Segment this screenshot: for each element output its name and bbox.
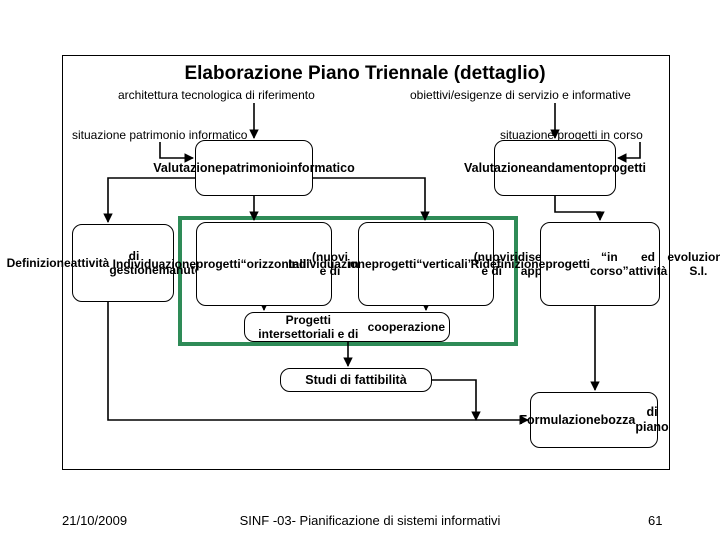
node-line: informatico [287,161,355,176]
node-line: bozza [601,413,636,428]
node-line: Valutazione [464,161,533,176]
node-line: Individuazione [288,257,371,271]
node-line: Progetti intersettoriali e di [249,313,368,342]
diagram-title: Elaborazione Piano Triennale (dettaglio) [165,63,565,85]
node-valutazione-andamento: Valutazioneandamentoprogetti [494,140,616,196]
node-line: evoluzione S.I. [667,250,720,279]
node-line: patrimonio [222,161,287,176]
node-line: progetti [599,161,646,176]
node-line: Formulazione [519,413,600,428]
subtitle-right: obiettivi/esigenze di servizio e informa… [410,88,631,102]
node-valutazione-patrimonio: Valutazionepatrimonioinformatico [195,140,313,196]
node-line: ed attività [629,250,668,279]
footer-page: 61 [648,513,662,528]
node-line: Studi di fattibilità [305,373,406,388]
footer-date: 21/10/2009 [62,513,127,528]
node-line: progetti [372,257,417,271]
node-line: di piano [635,405,668,435]
footer-title: SINF -03- Pianificazione di sistemi info… [210,513,530,528]
node-line: Individuazione [113,257,196,271]
node-line: cooperazione [368,320,445,334]
node-line: attività [71,256,110,270]
node-progetti-intersettoriali: Progetti intersettoriali e dicooperazion… [244,312,450,342]
node-line: progetti [196,257,241,271]
node-line: Ridefinizione [471,257,546,271]
node-line: andamento [533,161,600,176]
node-line: “in corso” [590,250,629,279]
node-line: “verticali” [416,257,473,271]
node-line: progetti [545,257,590,271]
node-line: Definizione [7,256,71,270]
subtitle-left: architettura tecnologica di riferimento [118,88,315,102]
node-line: Valutazione [153,161,222,176]
node-formulazione-bozza: Formulazionebozzadi piano [530,392,658,448]
node-studi-fattibilita: Studi di fattibilità [280,368,432,392]
node-ridefinizione: Ridefinizioneprogetti“in corso”ed attivi… [540,222,660,306]
